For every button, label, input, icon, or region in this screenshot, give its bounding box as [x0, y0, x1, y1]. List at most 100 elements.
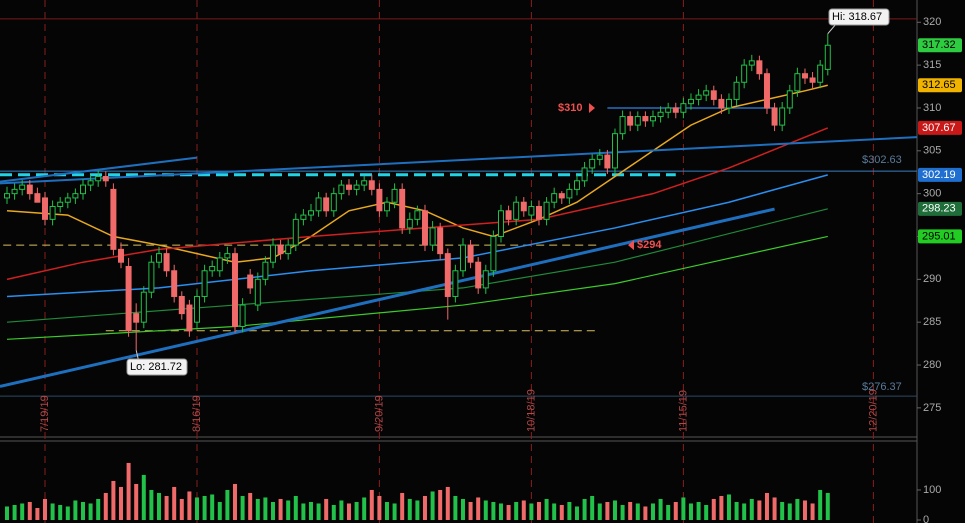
- volume-bar: [673, 501, 678, 520]
- volume: [4, 462, 830, 520]
- candle-body: [513, 201, 520, 220]
- price-tag-label: 295.01: [922, 230, 956, 242]
- candle-body: [269, 244, 276, 263]
- volume-bar: [704, 504, 709, 520]
- candle-body: [733, 81, 740, 100]
- candle-body: [551, 193, 558, 203]
- candle-body: [497, 210, 504, 237]
- candle-body: [786, 90, 793, 109]
- overlay-line: [6, 208, 828, 323]
- volume-bar: [597, 503, 602, 520]
- volume-bar: [73, 500, 78, 520]
- volume-bar: [369, 489, 374, 520]
- volume-bar: [529, 503, 534, 520]
- candle-body: [642, 116, 649, 122]
- volume-bar: [179, 498, 184, 520]
- candle-body: [87, 180, 94, 186]
- candle-body: [338, 184, 345, 195]
- volume-tick-label: 100: [923, 484, 941, 496]
- callout-box: [126, 358, 188, 376]
- volume-bar: [711, 498, 716, 520]
- volume-bar: [460, 498, 465, 520]
- x-tick-label: 7/19/19: [39, 395, 51, 432]
- overlay-line: [0, 156, 198, 183]
- price-tag-label: 302.19: [922, 169, 956, 181]
- candle-body: [399, 188, 406, 229]
- x-tick-label: 11/15/19: [677, 390, 689, 432]
- price-tag-label: 312.65: [922, 79, 956, 91]
- candle-body: [155, 253, 162, 263]
- candle-body: [535, 206, 542, 220]
- volume-bar: [635, 503, 640, 520]
- volume-bar: [650, 503, 655, 520]
- candle-body: [756, 60, 763, 75]
- volume-bar: [422, 495, 427, 520]
- candle-body: [19, 184, 26, 190]
- volume-bar: [4, 506, 9, 520]
- candle-body: [649, 116, 656, 122]
- volume-bar: [567, 501, 572, 520]
- candle-body: [543, 201, 550, 220]
- candle-body: [148, 261, 155, 293]
- candle-body: [72, 193, 79, 199]
- candle-body: [216, 257, 223, 272]
- volume-bar: [392, 503, 397, 520]
- candle-body: [695, 94, 702, 100]
- volume-bar: [468, 501, 473, 520]
- volume-bar: [293, 495, 298, 520]
- candle-body: [11, 188, 18, 195]
- volume-bar: [681, 497, 686, 520]
- volume-bar: [232, 483, 237, 520]
- volume-bar: [354, 501, 359, 520]
- candle-body: [558, 193, 565, 199]
- annotation: $310: [558, 102, 582, 114]
- candle-body: [467, 244, 474, 263]
- volume-bar: [696, 501, 701, 520]
- candle-body: [589, 158, 596, 169]
- candle-body: [573, 180, 580, 190]
- candle-body: [64, 197, 71, 203]
- volume-bar: [430, 491, 435, 520]
- volume-bar: [35, 507, 40, 520]
- candle-body: [505, 210, 512, 220]
- volume-bar: [825, 492, 830, 520]
- candle-body: [406, 218, 413, 229]
- candle-body: [771, 107, 778, 126]
- volume-bar: [308, 501, 313, 520]
- price-tag-label: 307.67: [922, 122, 956, 134]
- candle-body: [193, 295, 200, 323]
- volume-bar: [521, 500, 526, 520]
- candle-body: [163, 253, 170, 272]
- volume-bar: [612, 500, 617, 520]
- y-tick-label: 315: [923, 59, 941, 71]
- overlay-line: [0, 207, 775, 388]
- annotation: Hi: 318.67: [832, 11, 882, 23]
- volume-bar: [346, 503, 351, 520]
- candle-body: [520, 201, 527, 212]
- volume-bar: [149, 489, 154, 520]
- annotation: Lo: 281.72: [130, 361, 182, 373]
- volume-bar: [400, 492, 405, 520]
- annotation: $294: [637, 239, 662, 251]
- y-tick-label: 310: [923, 102, 941, 114]
- volume-bar: [286, 500, 291, 520]
- volume-bar: [749, 498, 754, 520]
- y-tick-label: 285: [923, 316, 941, 328]
- volume-bar: [240, 495, 245, 520]
- volume-bar: [331, 504, 336, 520]
- overlay-line: [6, 235, 828, 340]
- volume-bar: [65, 506, 70, 520]
- candle-body: [110, 188, 117, 250]
- candle-body: [748, 60, 755, 66]
- volume-bar: [12, 504, 17, 520]
- volume-bar: [643, 506, 648, 520]
- volume-bar: [483, 500, 488, 520]
- candle-body: [315, 197, 322, 212]
- candle-body: [224, 253, 231, 259]
- candle-body: [581, 167, 588, 182]
- volume-bar: [126, 462, 131, 520]
- volume-bar: [301, 503, 306, 520]
- volume-bar: [339, 500, 344, 520]
- volume-bar: [445, 486, 450, 520]
